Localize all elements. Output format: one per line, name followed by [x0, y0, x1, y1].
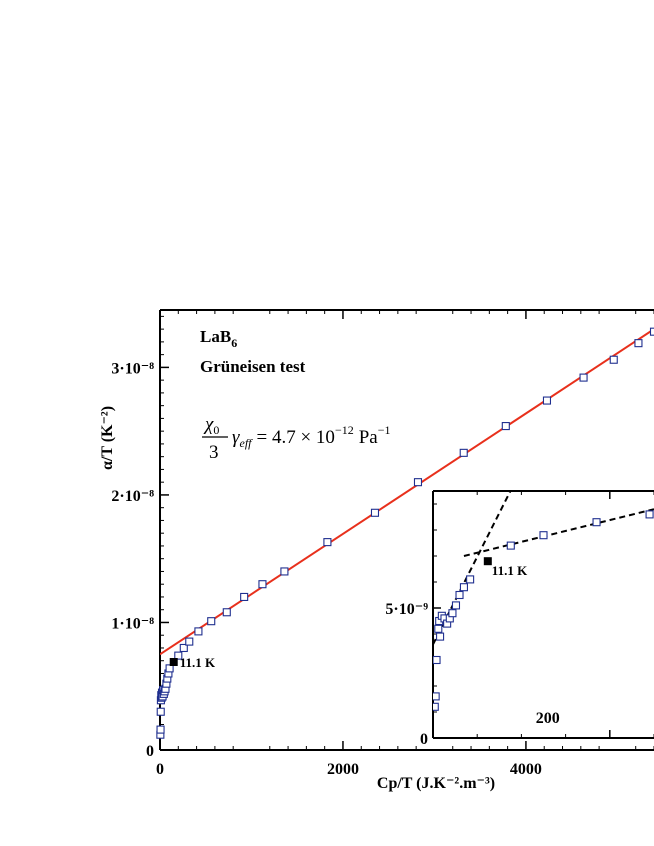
inset-y-tick-label: 0 [420, 731, 428, 748]
y-tick-label: 3·10⁻⁸ [111, 360, 154, 377]
data-point [156, 725, 165, 734]
highlight-point [169, 658, 178, 666]
data-point [165, 664, 174, 673]
test-label: Grüneisen test [200, 357, 306, 376]
data-point [207, 617, 216, 626]
sample-label-sub: 6 [231, 336, 237, 350]
inset-x-tick-label: 200 [536, 710, 560, 727]
data-point [194, 627, 203, 636]
sample-label-main: LaB [200, 327, 231, 346]
main-data-points [156, 327, 654, 739]
inset-data-point [433, 702, 439, 711]
formula-gamma: γ [232, 427, 240, 448]
inset-y-tick-label: 5·10⁻⁹ [385, 601, 428, 618]
inset-data-point [466, 575, 475, 584]
inset-highlight-label: 11.1 K [492, 563, 528, 578]
x-tick-label: 0 [156, 761, 164, 778]
data-point [609, 355, 618, 364]
inset-fit-line [463, 508, 654, 557]
inset-data-point [592, 518, 601, 527]
inset-tick-labels: 0 5·10⁻⁹ 200 [385, 601, 559, 748]
data-point [579, 373, 588, 382]
x-axis-title: Cp/T (J.K⁻².m⁻³) [377, 775, 495, 792]
data-point [649, 327, 654, 336]
y-axis-title: α/T (K⁻²) [99, 406, 116, 470]
inset-ticks [433, 491, 654, 739]
inset-data-point [451, 601, 461, 610]
x-tick-label: 4000 [510, 761, 542, 778]
inset-data-point [455, 590, 464, 600]
inset-data-point [448, 609, 457, 618]
y-tick-label: 2·10⁻⁸ [111, 488, 154, 505]
formula-exponent: −12 [335, 423, 354, 437]
formula-numerator: χ0 [203, 414, 219, 437]
data-point [258, 580, 267, 589]
inset-data-point [459, 583, 468, 592]
formula-rhs: γeff = 4.7 × 10−12 Pa−1 [232, 423, 391, 450]
formula-chi-sub: 0 [213, 423, 219, 437]
inset-data-point [436, 632, 445, 641]
sample-label: LaB6 [200, 327, 237, 350]
data-point [240, 592, 249, 602]
data-point [459, 448, 468, 457]
data-point [222, 608, 231, 617]
main-highlight-label: 11.1 K [180, 655, 216, 670]
y-tick-label: 0 [146, 743, 154, 760]
formula-unit: Pa [359, 427, 379, 448]
data-point [370, 508, 380, 517]
data-point [501, 422, 510, 431]
inset-data-point [433, 692, 440, 701]
data-point [634, 339, 643, 348]
inset-highlight-point [483, 557, 492, 566]
inset-background [433, 491, 654, 738]
main-tick-labels: 0 2000 4000 0 1·10⁻⁸ 2·10⁻⁸ 3·10⁻⁸ [111, 360, 542, 778]
formula-gamma-sub: eff [240, 436, 254, 450]
formula-unit-exponent: −1 [378, 423, 391, 437]
inset-data-point [434, 624, 443, 633]
formula: χ0 3 γeff = 4.7 × 10−12 Pa−1 [202, 414, 391, 463]
inset-data-point [539, 531, 548, 540]
main-ticks [159, 310, 654, 751]
y-tick-label: 1·10⁻⁸ [111, 615, 154, 632]
inset-plot: 0 5·10⁻⁹ 200 11.1 K [385, 490, 654, 748]
inset-data-point [433, 655, 441, 665]
data-point [413, 478, 423, 487]
data-point [323, 538, 332, 547]
data-point [280, 567, 289, 576]
data-point [542, 396, 552, 405]
data-point [179, 643, 188, 653]
formula-equals: = 4.7 × 10 [257, 427, 335, 448]
data-point [174, 651, 183, 660]
inset-data-point [506, 541, 515, 550]
inset-data-points [433, 510, 654, 711]
formula-denominator: 3 [209, 442, 219, 463]
x-tick-label: 2000 [327, 761, 359, 778]
inset-data-point [645, 510, 654, 519]
data-point [156, 707, 165, 716]
data-point [185, 637, 194, 646]
formula-chi: χ [203, 414, 214, 435]
